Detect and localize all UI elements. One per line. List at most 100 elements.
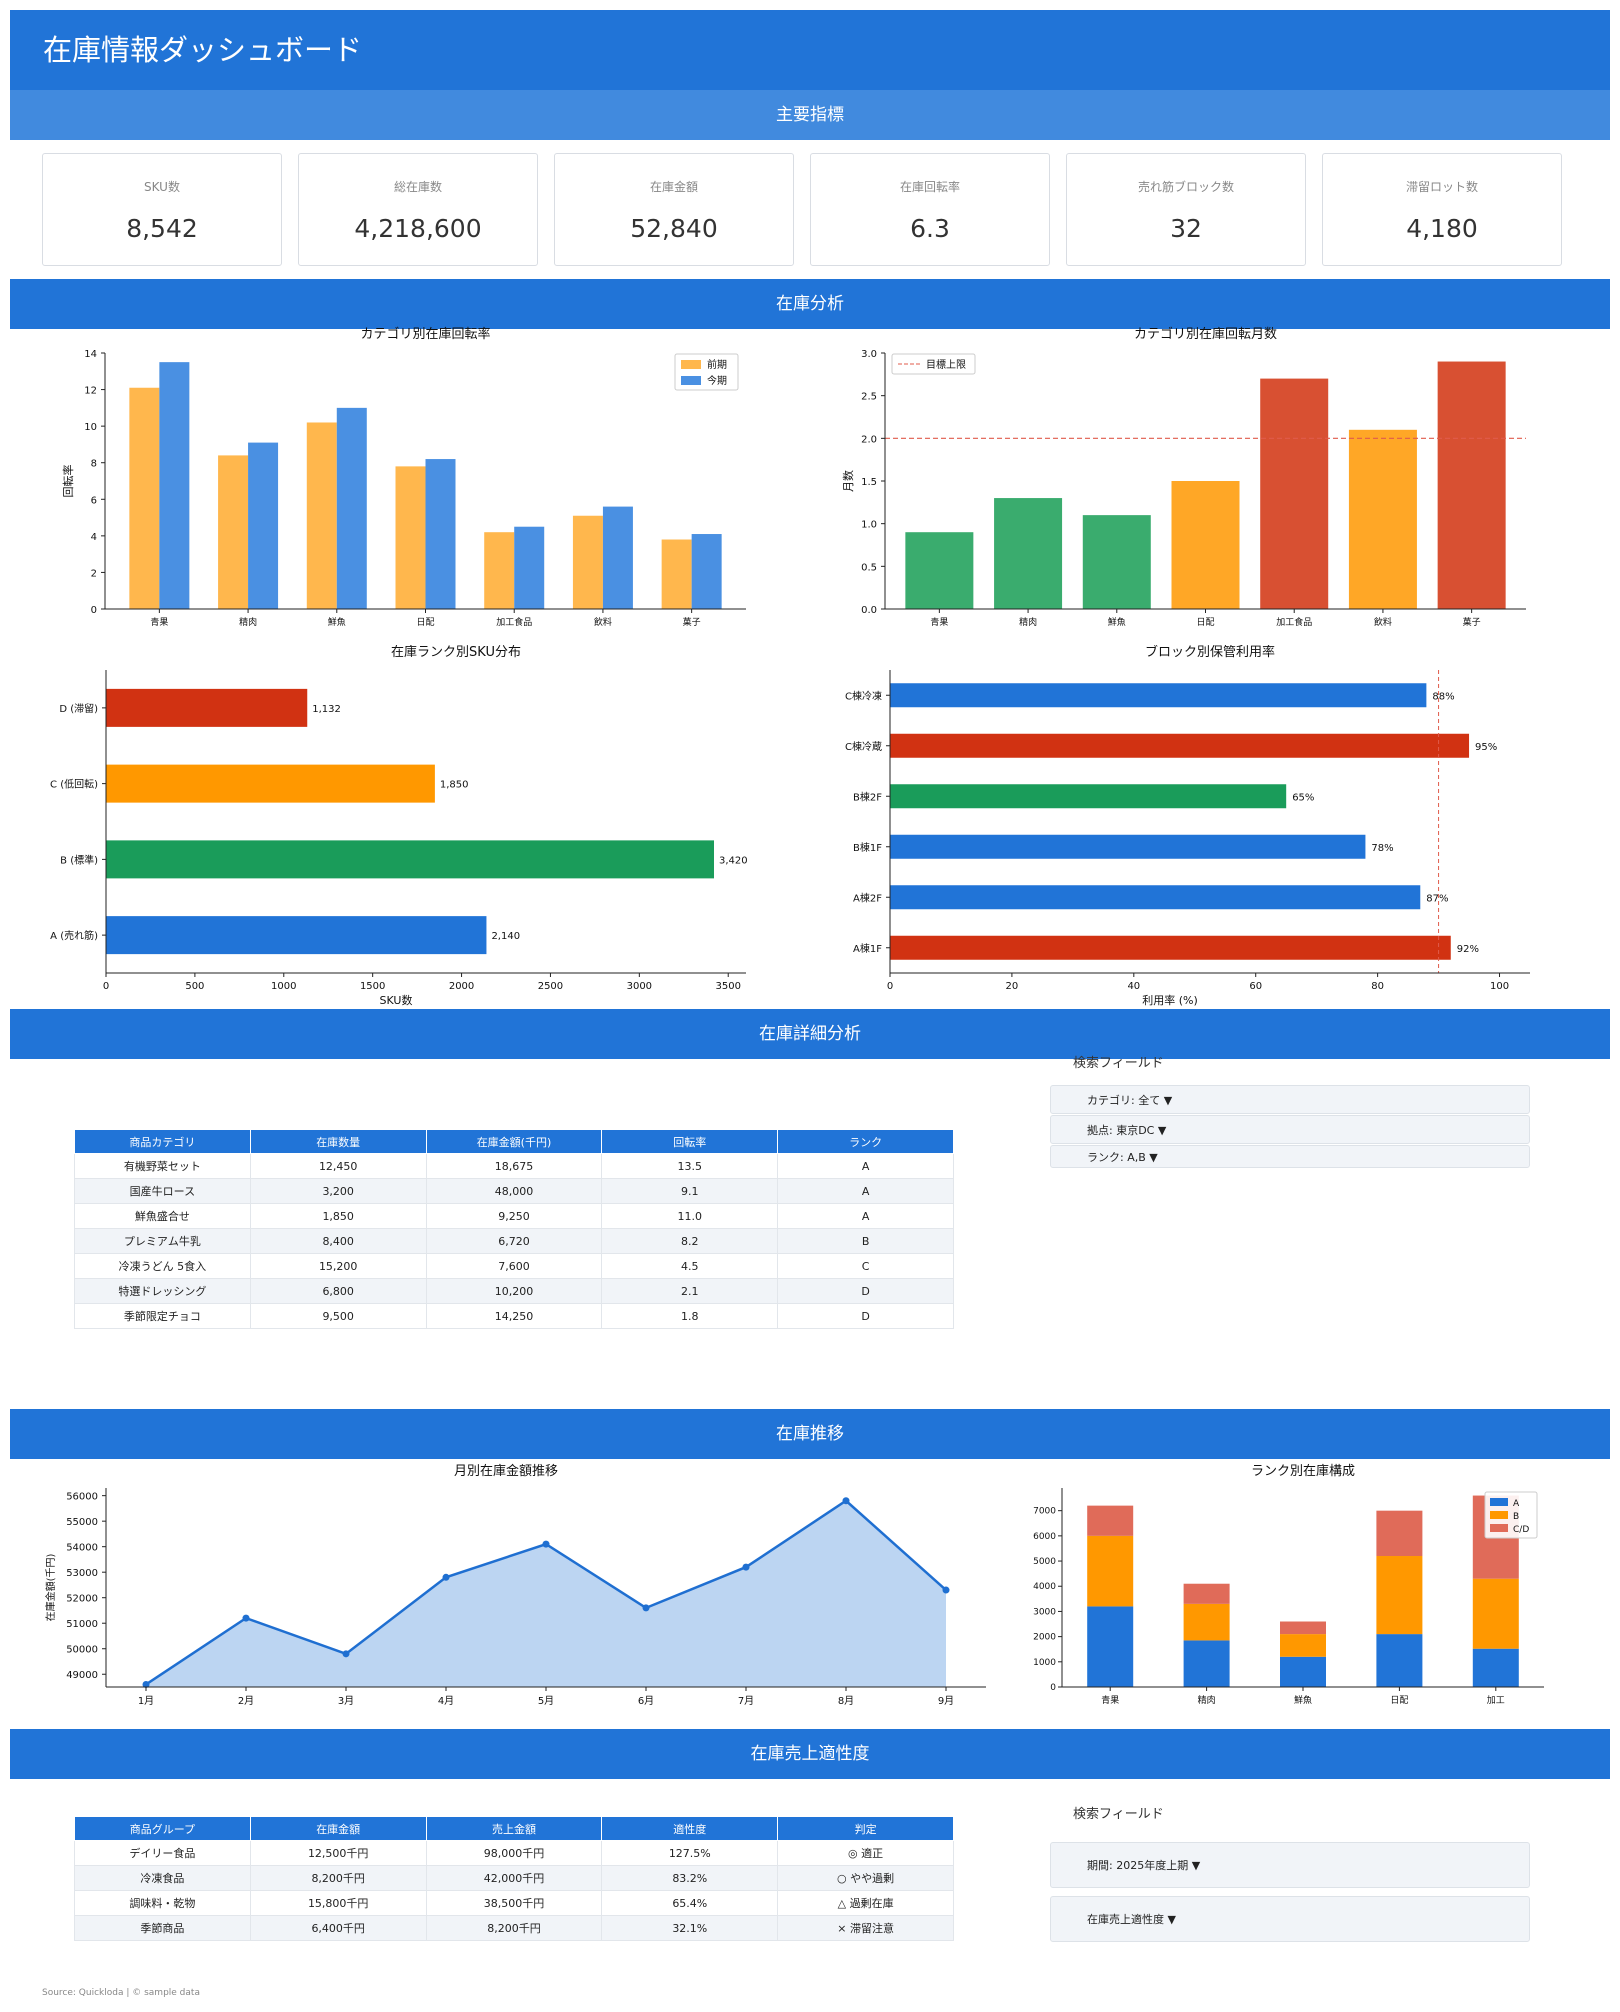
- legend-label: B: [1513, 1512, 1519, 1522]
- y-tick-label: D (滞留): [59, 702, 98, 715]
- kpi-card-sku: SKU数 8,542: [42, 153, 282, 266]
- y-tick-label: 0: [1050, 1683, 1056, 1693]
- table-cell: ○ やや過剰: [777, 1865, 954, 1891]
- data-point-2月: [242, 1614, 250, 1622]
- kpi-value: 4,218,600: [354, 214, 482, 243]
- kpi-label: 売れ筋ブロック数: [1137, 180, 1234, 194]
- column-header: 回転率: [601, 1129, 779, 1154]
- filter-location-dropdown[interactable]: 拠点: 東京DC ▼: [1050, 1115, 1530, 1144]
- bar-前期-加工食品: [484, 532, 515, 609]
- bar-A棟2F: [890, 885, 1421, 910]
- rank-sku-chart: 在庫ランク別SKU分布 2,140 A (売れ筋) 3,420 B (標準) 1,850 C…: [50, 645, 748, 1007]
- x-axis-label: SKU数: [380, 994, 413, 1007]
- bar-A棟1F: [890, 935, 1451, 960]
- y-tick-label: 6000: [1033, 1532, 1056, 1542]
- y-tick-label: 51000: [66, 1619, 98, 1630]
- x-tick-label: 3500: [715, 981, 740, 992]
- table-cell: C: [777, 1253, 954, 1279]
- area-fill: [146, 1500, 946, 1687]
- x-tick-label: 40: [1127, 981, 1140, 992]
- table-cell: 42,000千円: [425, 1865, 603, 1891]
- table-header-row: 商品グループ 在庫金額 売上金額 適性度 判定: [74, 1816, 954, 1841]
- chart-title: 在庫ランク別SKU分布: [391, 645, 521, 660]
- y-tick-label: 56000: [66, 1492, 98, 1503]
- table-cell: 6,800: [249, 1278, 427, 1304]
- column-header: 判定: [777, 1816, 954, 1841]
- bar-B棟1F: [890, 834, 1366, 859]
- filter-category-dropdown[interactable]: カテゴリ: 全て ▼: [1050, 1085, 1530, 1114]
- x-tick-label: 青果: [930, 616, 948, 628]
- page-title: 在庫情報ダッシュボード: [43, 33, 363, 67]
- y-tick-label: A棟2F: [853, 891, 882, 904]
- y-tick-label: 53000: [66, 1568, 98, 1579]
- data-point-9月: [942, 1586, 950, 1594]
- y-axis-label: 在庫金額(千円): [44, 1554, 57, 1622]
- y-tick-label: B (標準): [60, 853, 98, 866]
- table-cell: 83.2%: [601, 1865, 779, 1891]
- kpi-card-total-stock: 総在庫数 4,218,600: [298, 153, 538, 266]
- bar-C (低回転): [106, 764, 435, 803]
- table-cell: 9,500: [249, 1303, 427, 1329]
- y-tick-label: 3.0: [861, 349, 877, 360]
- x-tick-label: 精肉: [239, 616, 257, 628]
- section-trend-header: 在庫推移: [10, 1409, 1610, 1459]
- bar-前期-鮮魚: [306, 422, 337, 609]
- legend-swatch-A: [1490, 1498, 1508, 1506]
- table-cell: 8,200千円: [425, 1915, 603, 1941]
- x-tick-label: 0: [103, 981, 109, 992]
- bar-C/D-日配: [1376, 1510, 1423, 1557]
- data-point-5月: [542, 1540, 550, 1548]
- x-tick-label: 精肉: [1019, 616, 1037, 628]
- y-tick-label: 55000: [66, 1517, 98, 1528]
- x-tick-label: 菓子: [1463, 616, 1481, 628]
- table-cell: 7,600: [425, 1253, 603, 1279]
- x-tick-label: 0: [887, 981, 893, 992]
- legend-label: C/D: [1513, 1525, 1529, 1535]
- kpi-card-stock-value: 在庫金額 52,840: [554, 153, 794, 266]
- y-tick-label: 1.0: [861, 520, 877, 531]
- x-tick-label: 1500: [360, 981, 385, 992]
- column-header: ランク: [777, 1129, 954, 1154]
- x-tick-label: 飲料: [1374, 616, 1392, 628]
- data-point-1月: [142, 1680, 150, 1688]
- kpi-value: 8,542: [126, 214, 198, 243]
- column-header: 在庫数量: [249, 1129, 427, 1154]
- table-cell: A: [777, 1153, 954, 1179]
- table-cell: 18,675: [425, 1153, 603, 1179]
- x-tick-label: 日配: [416, 617, 434, 628]
- x-tick-label: 6月: [638, 1695, 654, 1707]
- section-analysis-header: 在庫分析: [10, 279, 1610, 329]
- table-cell: 2.1: [601, 1278, 779, 1304]
- y-tick-label: 2: [91, 568, 97, 579]
- data-point-6月: [642, 1604, 650, 1612]
- chart-title: ブロック別保管利用率: [1145, 645, 1275, 660]
- table-cell: 冷凍うどん 5食入: [74, 1253, 251, 1279]
- fit-table: 商品グループ 在庫金額 売上金額 適性度 判定 デイリー食品 12,500千円 98…: [74, 1816, 954, 1941]
- y-tick-label: 0: [91, 605, 97, 616]
- bar-A (売れ筋): [106, 916, 487, 955]
- filter-period-dropdown[interactable]: 期間: 2025年度上期 ▼: [1050, 1842, 1530, 1888]
- table-cell: 1,850: [249, 1203, 427, 1229]
- x-tick-label: 80: [1371, 981, 1384, 992]
- filter-rank-dropdown[interactable]: ランク: A,B ▼: [1050, 1145, 1530, 1168]
- x-tick-label: 鮮魚: [1108, 616, 1126, 628]
- kpi-card-hot-blocks: 売れ筋ブロック数 32: [1066, 153, 1306, 266]
- x-tick-label: 加工: [1487, 1695, 1505, 1706]
- bar-B-精肉: [1183, 1603, 1230, 1641]
- bar-菓子: [1437, 361, 1506, 609]
- table-row: 国産牛ロース 3,200 48,000 9.1 A: [74, 1178, 954, 1204]
- column-header: 適性度: [601, 1816, 779, 1841]
- fit-filter-title: 検索フィールド: [1073, 1807, 1164, 1822]
- table-row: デイリー食品 12,500千円 98,000千円 127.5% ◎ 適正: [74, 1840, 954, 1866]
- bar-value-label: 3,420: [719, 855, 748, 866]
- y-tick-label: 4000: [1033, 1582, 1056, 1592]
- bar-value-label: 88%: [1432, 691, 1454, 702]
- filter-fit-dropdown[interactable]: 在庫売上適性度 ▼: [1050, 1896, 1530, 1942]
- bar-A-青果: [1087, 1606, 1134, 1687]
- table-cell: 13.5: [601, 1153, 779, 1179]
- table-cell: 9,250: [425, 1203, 603, 1229]
- y-tick-label: 0.5: [861, 562, 877, 573]
- legend-swatch-今期: [681, 376, 701, 385]
